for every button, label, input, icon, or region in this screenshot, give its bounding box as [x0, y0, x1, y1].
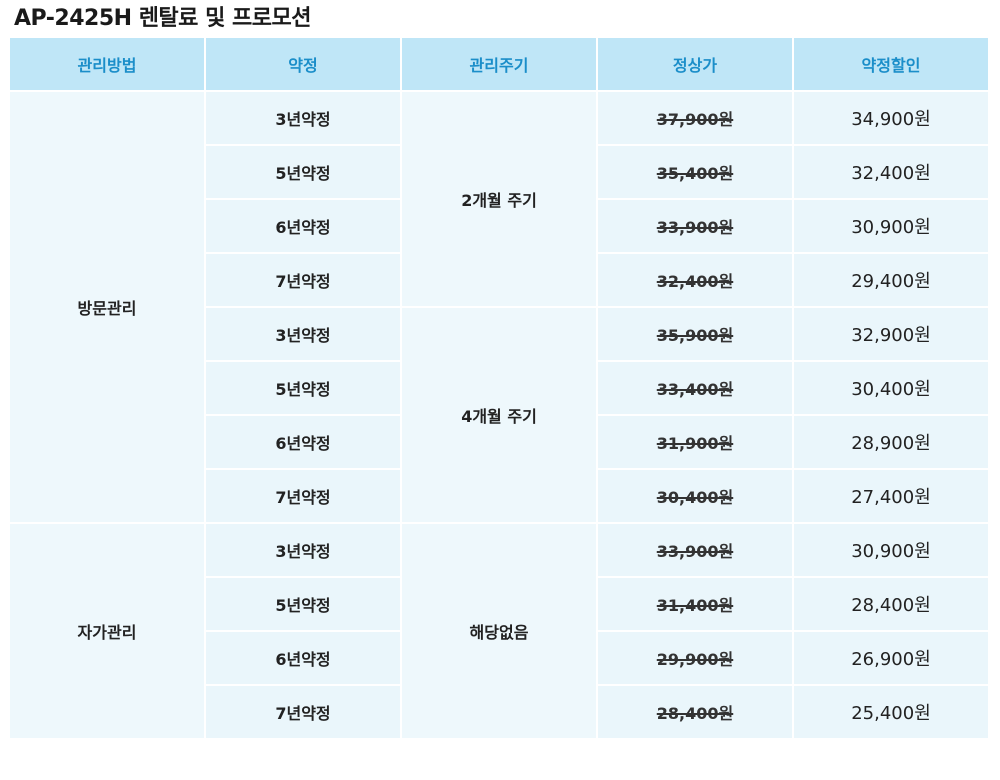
regular-price-cell: 30,400원 [598, 470, 792, 522]
discount-price: 30,900원 [851, 541, 931, 562]
regular-price-strikethrough: 35,900원 [656, 326, 734, 345]
table-row: 6년약정 31,900원 28,900원 [10, 416, 988, 468]
table-row: 7년약정 32,400원 29,400원 [10, 254, 988, 306]
discount-price-cell: 34,900원 [794, 92, 988, 144]
regular-price-strikethrough: 30,400원 [656, 488, 734, 507]
table-header-row: 관리방법 약정 관리주기 정상가 약정할인 [10, 38, 988, 90]
header-regular-price: 정상가 [598, 38, 792, 90]
header-management-cycle: 관리주기 [402, 38, 596, 90]
discount-price-cell: 26,900원 [794, 632, 988, 684]
contract-cell: 3년약정 [206, 92, 400, 144]
regular-price-cell: 33,900원 [598, 524, 792, 576]
discount-price-cell: 28,900원 [794, 416, 988, 468]
management-cycle-2-months: 2개월 주기 [402, 92, 596, 306]
discount-price: 28,400원 [851, 595, 931, 616]
discount-price: 32,400원 [851, 163, 931, 184]
regular-price-strikethrough: 31,400원 [656, 596, 734, 615]
discount-price: 30,400원 [851, 379, 931, 400]
table-row: 5년약정 35,400원 32,400원 [10, 146, 988, 198]
page-title: AP-2425H 렌탈료 및 프로모션 [14, 6, 311, 31]
contract-cell: 6년약정 [206, 200, 400, 252]
regular-price-cell: 31,900원 [598, 416, 792, 468]
table-row: 7년약정 28,400원 25,400원 [10, 686, 988, 738]
regular-price-cell: 35,400원 [598, 146, 792, 198]
regular-price-cell: 37,900원 [598, 92, 792, 144]
discount-price: 28,900원 [851, 433, 931, 454]
regular-price-strikethrough: 35,400원 [656, 164, 734, 183]
management-method-self: 자가관리 [10, 524, 204, 738]
header-contract-discount: 약정할인 [794, 38, 988, 90]
table-row: 5년약정 33,400원 30,400원 [10, 362, 988, 414]
discount-price: 32,900원 [851, 325, 931, 346]
discount-price: 30,900원 [851, 217, 931, 238]
discount-price: 25,400원 [851, 703, 931, 724]
contract-cell: 6년약정 [206, 416, 400, 468]
regular-price-cell: 32,400원 [598, 254, 792, 306]
header-management-method: 관리방법 [10, 38, 204, 90]
discount-price-cell: 32,900원 [794, 308, 988, 360]
regular-price-cell: 31,400원 [598, 578, 792, 630]
regular-price-strikethrough: 33,900원 [656, 542, 734, 561]
regular-price-cell: 35,900원 [598, 308, 792, 360]
table-row: 자가관리 3년약정 해당없음 33,900원 30,900원 [10, 524, 988, 738]
regular-price-strikethrough: 29,900원 [656, 650, 734, 669]
discount-price: 26,900원 [851, 649, 931, 670]
contract-cell: 7년약정 [206, 470, 400, 522]
discount-price-cell: 30,900원 [794, 524, 988, 576]
discount-price-cell: 30,400원 [794, 362, 988, 414]
contract-cell: 3년약정 [206, 308, 400, 360]
regular-price-cell: 29,900원 [598, 632, 792, 684]
contract-cell: 5년약정 [206, 362, 400, 414]
rental-price-table: 관리방법 약정 관리주기 정상가 약정할인 방문관리 3년약정 2개월 주기 3… [8, 36, 990, 740]
table-row: 7년약정 30,400원 27,400원 [10, 470, 988, 522]
table-row: 6년약정 29,900원 26,900원 [10, 632, 988, 684]
contract-cell: 7년약정 [206, 254, 400, 306]
contract-cell: 6년약정 [206, 632, 400, 684]
management-method-visit: 방문관리 [10, 92, 204, 522]
contract-cell: 5년약정 [206, 578, 400, 630]
table-row: 방문관리 3년약정 2개월 주기 37,900원 34,900원 [10, 92, 988, 522]
table-row: 5년약정 31,400원 28,400원 [10, 578, 988, 630]
discount-price: 29,400원 [851, 271, 931, 292]
discount-price: 34,900원 [851, 109, 931, 130]
regular-price-cell: 33,900원 [598, 200, 792, 252]
discount-price-cell: 30,900원 [794, 200, 988, 252]
regular-price-strikethrough: 32,400원 [656, 272, 734, 291]
discount-price: 27,400원 [851, 487, 931, 508]
table-row: 3년약정 4개월 주기 35,900원 32,900원 [10, 308, 988, 522]
management-cycle-none: 해당없음 [402, 524, 596, 738]
header-contract: 약정 [206, 38, 400, 90]
contract-cell: 3년약정 [206, 524, 400, 576]
management-cycle-4-months: 4개월 주기 [402, 308, 596, 522]
contract-cell: 5년약정 [206, 146, 400, 198]
regular-price-strikethrough: 31,900원 [656, 434, 734, 453]
contract-cell: 7년약정 [206, 686, 400, 738]
discount-price-cell: 32,400원 [794, 146, 988, 198]
regular-price-strikethrough: 28,400원 [656, 704, 734, 723]
regular-price-strikethrough: 37,900원 [656, 110, 734, 129]
regular-price-cell: 28,400원 [598, 686, 792, 738]
regular-price-strikethrough: 33,400원 [656, 380, 734, 399]
regular-price-cell: 33,400원 [598, 362, 792, 414]
discount-price-cell: 27,400원 [794, 470, 988, 522]
discount-price-cell: 29,400원 [794, 254, 988, 306]
discount-price-cell: 25,400원 [794, 686, 988, 738]
table-row: 6년약정 33,900원 30,900원 [10, 200, 988, 252]
discount-price-cell: 28,400원 [794, 578, 988, 630]
regular-price-strikethrough: 33,900원 [656, 218, 734, 237]
